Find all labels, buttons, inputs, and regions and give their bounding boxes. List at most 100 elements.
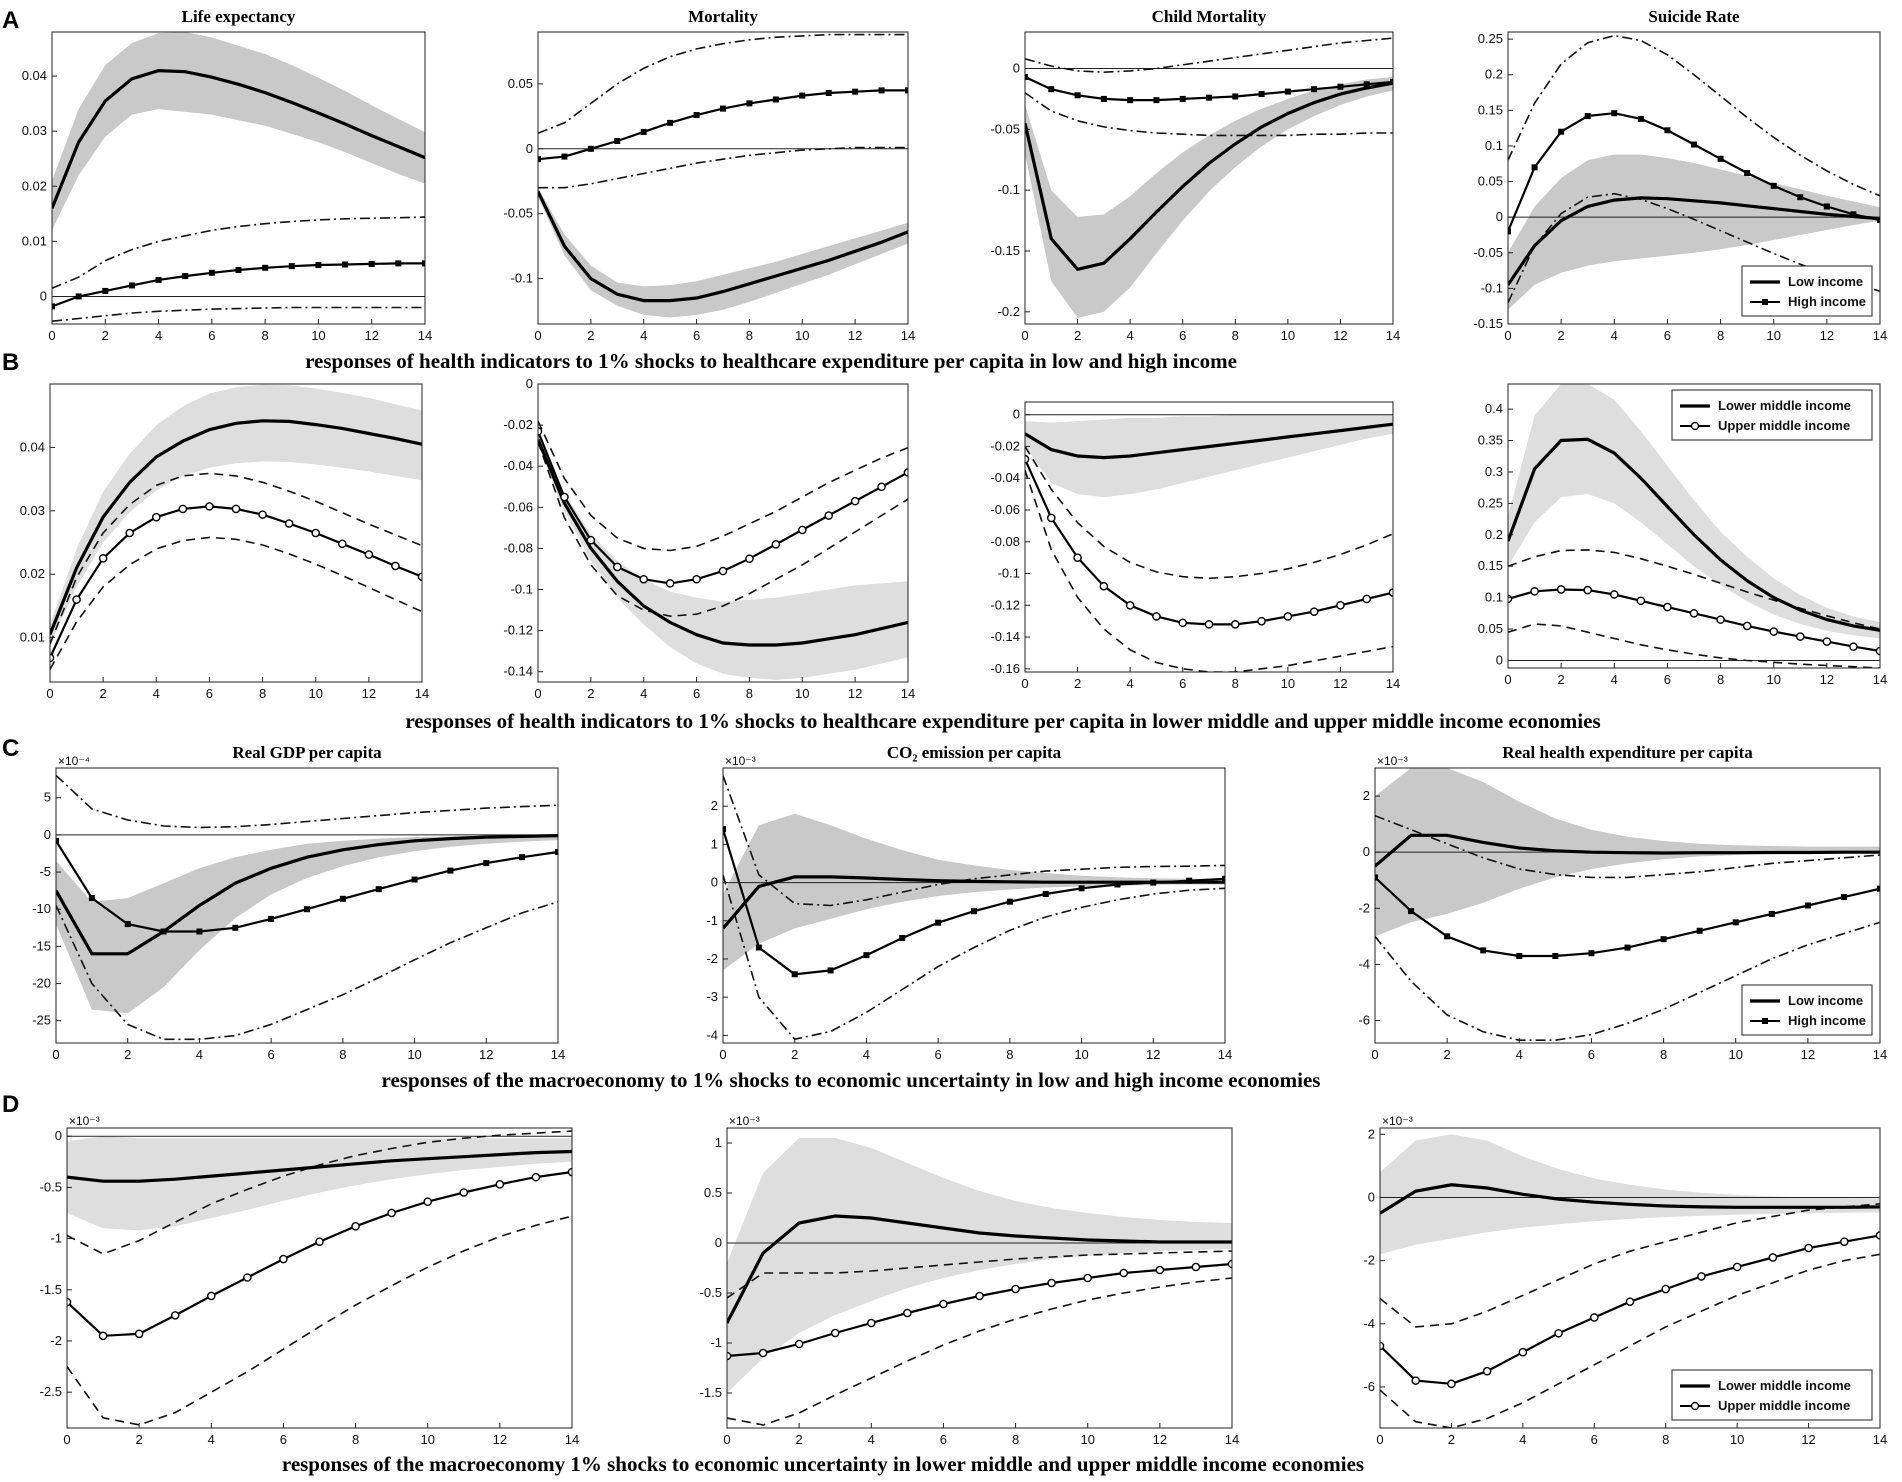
point-upper-middle-income (1309, 607, 1319, 616)
axis-multiplier: ×10⁻³ (1382, 1114, 1413, 1128)
point-upper-middle-income (1768, 1253, 1778, 1262)
x-tick-label: 6 (1591, 1432, 1598, 1447)
point-upper-middle-income (877, 482, 886, 492)
point-upper-middle-income (1155, 1265, 1165, 1275)
series-line-low-income (1025, 81, 1393, 272)
x-tick-label: 4 (1611, 672, 1618, 687)
chart-b4: 0 2 4 6 8 10 12 14 0 0.05 0.1 0.15 0.2 0.25 0.3 0.35 0.4… (1478, 383, 1887, 687)
point-upper-middle-income (665, 579, 675, 588)
x-tick-label: 12 (1333, 676, 1347, 691)
legend-label-low-income: Low income (1788, 274, 1863, 289)
point-upper-middle-income (771, 540, 781, 549)
x-tick-label: 10 (1281, 328, 1295, 343)
band-upper-high-income (56, 774, 558, 829)
point-upper-middle-income (567, 1167, 572, 1177)
legend-box (1741, 984, 1873, 1036)
point-upper-middle-income (351, 1221, 360, 1231)
point-upper-middle-income (1795, 632, 1805, 641)
point-high-income (772, 96, 779, 103)
plot-frame (537, 383, 909, 683)
point-high-income (288, 263, 295, 270)
point-high-income (304, 906, 310, 913)
band-upper-high-income (1025, 37, 1393, 74)
plot-area-c1 (56, 774, 558, 1041)
x-tick-label: 12 (1801, 1047, 1815, 1062)
point-high-income (196, 928, 203, 935)
point-upper-middle-income (1609, 590, 1619, 599)
chart-c3: 0 2 4 6 8 10 12 14 -6 -4 -2 0 2 Real health expenditu… (1358, 743, 1887, 1062)
x-tick-label: 0 (534, 686, 541, 701)
band-upper-upper-middle-income (727, 1250, 1232, 1299)
point-high-income (235, 267, 242, 274)
band-low-income (1508, 154, 1880, 310)
point-high-income (1717, 155, 1724, 162)
point-upper-middle-income (1230, 620, 1240, 629)
y-tick-label: -3 (706, 989, 718, 1004)
point-upper-middle-income (1556, 585, 1566, 594)
x-tick-label: 2 (102, 328, 109, 343)
x-tick-label: 6 (693, 686, 700, 701)
point-upper-middle-income (1625, 1297, 1635, 1306)
point-high-income (1611, 110, 1618, 117)
point-high-income (1691, 141, 1697, 148)
point-upper-middle-income (1411, 1376, 1421, 1385)
x-tick-label: 6 (268, 1047, 275, 1062)
x-tick-label: 14 (1873, 1047, 1887, 1062)
axis-multiplier: ×10⁻³ (1377, 754, 1408, 768)
point-high-income (825, 89, 832, 96)
point-upper-middle-income (72, 595, 81, 604)
axis-multiplier: ×10⁻³ (69, 1114, 100, 1128)
plot-frame (722, 767, 1226, 1044)
band-lower-high-income (1375, 921, 1880, 1041)
x-tick-label: 2 (1558, 328, 1565, 343)
point-high-income (1664, 127, 1671, 134)
x-tick-label: 12 (1153, 1432, 1167, 1447)
y-tick-label: 1 (715, 1135, 722, 1150)
y-tick-label: 2 (1363, 788, 1370, 803)
x-tick-label: 10 (1074, 1047, 1088, 1062)
y-tick-label: -1 (706, 913, 718, 928)
point-high-income (561, 153, 568, 160)
point-upper-middle-income (1283, 612, 1293, 621)
y-tick-label: 0 (1496, 209, 1503, 224)
point-high-income (614, 138, 621, 145)
point-high-income (1074, 92, 1081, 99)
point-upper-middle-income (98, 554, 108, 563)
point-upper-middle-income (1482, 1366, 1492, 1376)
plot-area-c3 (1375, 768, 1880, 1041)
point-upper-middle-income (1875, 646, 1880, 656)
y-tick-label: 0.3 (1485, 464, 1503, 479)
plot-area-b1 (50, 384, 422, 670)
point-upper-middle-income (531, 1172, 541, 1182)
point-upper-middle-income (284, 519, 294, 528)
x-tick-label: 14 (1225, 1432, 1239, 1447)
series-line-lower-middle-income (538, 438, 908, 647)
plot-frame (1374, 767, 1881, 1044)
y-tick-label: -0.02 (990, 438, 1020, 453)
panel-label-c: C (2, 735, 19, 762)
point-high-income (667, 119, 674, 126)
y-tick-label: -0.05 (503, 206, 533, 221)
plot-frame (49, 383, 423, 683)
y-tick-label: -1.5 (700, 1385, 722, 1400)
band-lower-upper-middle-income (727, 1277, 1232, 1426)
x-tick-label: 10 (311, 328, 325, 343)
y-tick-label: 0.2 (1485, 67, 1503, 82)
point-high-income (905, 87, 908, 94)
x-tick-label: 8 (746, 686, 753, 701)
point-upper-middle-income (231, 504, 241, 514)
series-line-lower-middle-income (67, 1149, 572, 1183)
x-tick-label: 8 (1006, 1047, 1013, 1062)
point-upper-middle-income (1083, 1273, 1093, 1283)
point-upper-middle-income (1518, 1347, 1528, 1357)
point-high-income (1588, 950, 1595, 957)
x-tick-label: 10 (420, 1432, 434, 1447)
legend-label-lower-middle-income: Lower middle income (1718, 1378, 1851, 1393)
point-upper-middle-income (866, 1318, 876, 1328)
point-high-income (755, 944, 762, 951)
point-high-income (640, 128, 647, 135)
point-high-income (720, 105, 726, 112)
point-high-income (1840, 894, 1847, 901)
x-tick-label: 2 (587, 686, 594, 701)
point-upper-middle-income (279, 1254, 288, 1264)
